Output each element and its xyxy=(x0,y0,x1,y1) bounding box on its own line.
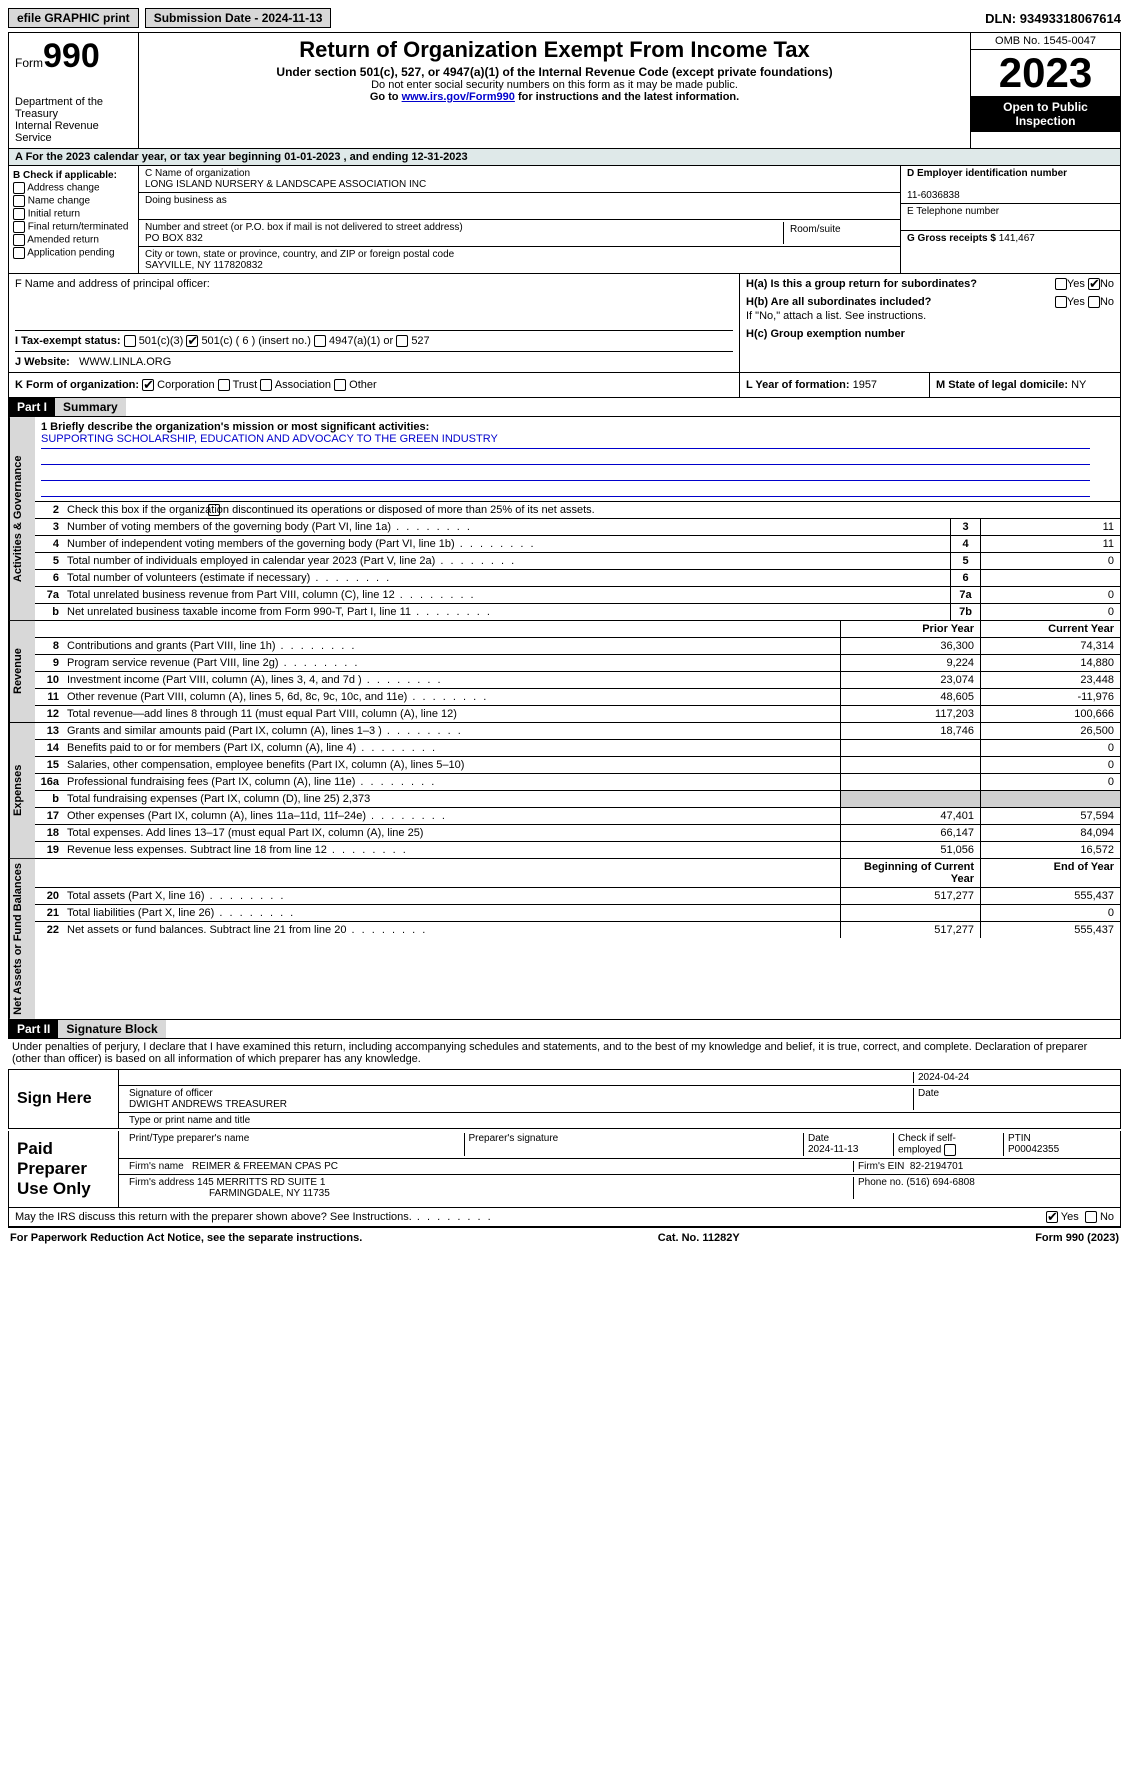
form-990-page: efile GRAPHIC print Submission Date - 20… xyxy=(0,0,1129,1256)
submission-date: Submission Date - 2024-11-13 xyxy=(145,8,332,28)
section-fgh: F Name and address of principal officer:… xyxy=(8,274,1121,373)
activities-governance: Activities & Governance 1 Briefly descri… xyxy=(8,417,1121,621)
initial-return-check[interactable]: Initial return xyxy=(13,208,134,220)
org-address: PO BOX 832 xyxy=(145,233,203,244)
irs-link[interactable]: www.irs.gov/Form990 xyxy=(402,91,515,103)
org-name: LONG ISLAND NURSERY & LANDSCAPE ASSOCIAT… xyxy=(145,179,426,190)
ein: 11-6036838 xyxy=(907,190,960,201)
line2-check[interactable] xyxy=(208,504,220,516)
app-pending-check[interactable]: Application pending xyxy=(13,247,134,259)
efile-button[interactable]: efile GRAPHIC print xyxy=(8,8,139,28)
sign-here-block: Sign Here 2024-04-24 Signature of office… xyxy=(8,1069,1121,1129)
firm-ein: 82-2194701 xyxy=(910,1161,963,1172)
section-bcd: B Check if applicable: Address change Na… xyxy=(8,166,1121,274)
dln: DLN: 93493318067614 xyxy=(985,11,1121,26)
addr-change-check[interactable]: Address change xyxy=(13,182,134,194)
527-check[interactable] xyxy=(396,335,408,347)
net-assets-section: Net Assets or Fund Balances Beginning of… xyxy=(8,859,1121,1020)
trust-check[interactable] xyxy=(218,379,230,391)
state-domicile: NY xyxy=(1071,379,1086,391)
year-formation: 1957 xyxy=(853,379,877,391)
ptin: P00042355 xyxy=(1008,1144,1059,1155)
hb-no[interactable] xyxy=(1088,296,1100,308)
part1-header: Part ISummary xyxy=(8,398,1121,417)
4947-check[interactable] xyxy=(314,335,326,347)
page-footer: For Paperwork Reduction Act Notice, see … xyxy=(8,1227,1121,1248)
paid-preparer-block: Paid Preparer Use Only Print/Type prepar… xyxy=(8,1131,1121,1208)
ha-yes[interactable] xyxy=(1055,278,1067,290)
form-header: Form990 Department of the Treasury Inter… xyxy=(8,32,1121,149)
expenses-section: Expenses 13Grants and similar amounts pa… xyxy=(8,723,1121,859)
penalty-statement: Under penalties of perjury, I declare th… xyxy=(8,1039,1121,1067)
omb-number: OMB No. 1545-0047 xyxy=(971,33,1120,50)
corp-check[interactable] xyxy=(142,379,154,391)
officer-name: DWIGHT ANDREWS TREASURER xyxy=(129,1099,287,1110)
top-bar: efile GRAPHIC print Submission Date - 20… xyxy=(8,8,1121,28)
public-inspection: Open to Public Inspection xyxy=(971,96,1120,132)
form-title: Return of Organization Exempt From Incom… xyxy=(145,37,964,63)
other-check[interactable] xyxy=(334,379,346,391)
ha-no[interactable] xyxy=(1088,278,1100,290)
assoc-check[interactable] xyxy=(260,379,272,391)
firm-phone: (516) 694-6808 xyxy=(906,1177,974,1188)
discuss-yes[interactable] xyxy=(1046,1211,1058,1223)
mission-text: SUPPORTING SCHOLARSHIP, EDUCATION AND AD… xyxy=(41,433,1090,449)
amended-check[interactable]: Amended return xyxy=(13,234,134,246)
name-change-check[interactable]: Name change xyxy=(13,195,134,207)
discuss-no[interactable] xyxy=(1085,1211,1097,1223)
tax-year: 2023 xyxy=(971,50,1120,96)
discuss-row: May the IRS discuss this return with the… xyxy=(8,1208,1121,1227)
gross-receipts: 141,467 xyxy=(999,233,1035,244)
tax-year-range: A For the 2023 calendar year, or tax yea… xyxy=(8,149,1121,166)
501c-check[interactable] xyxy=(186,335,198,347)
firm-addr1: 145 MERRITTS RD SUITE 1 xyxy=(197,1177,325,1188)
revenue-section: Revenue Prior YearCurrent Year 8Contribu… xyxy=(8,621,1121,723)
org-city: SAYVILLE, NY 117820832 xyxy=(145,260,263,271)
self-employed-check[interactable] xyxy=(944,1144,956,1156)
hb-yes[interactable] xyxy=(1055,296,1067,308)
part2-header: Part IISignature Block xyxy=(8,1020,1121,1039)
final-return-check[interactable]: Final return/terminated xyxy=(13,221,134,233)
row-k: K Form of organization: Corporation Trus… xyxy=(8,373,1121,398)
501c3-check[interactable] xyxy=(124,335,136,347)
website: WWW.LINLA.ORG xyxy=(79,356,171,368)
firm-name: REIMER & FREEMAN CPAS PC xyxy=(192,1161,338,1172)
